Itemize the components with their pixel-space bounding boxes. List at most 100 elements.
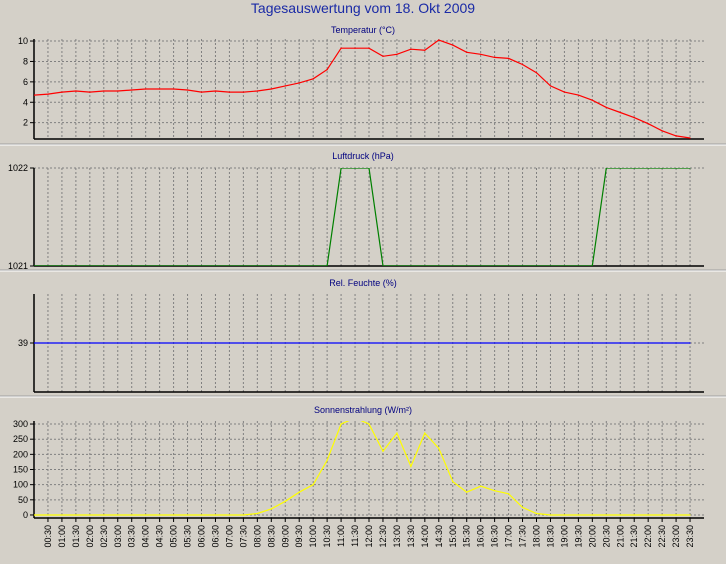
data-point: [675, 514, 677, 516]
data-point: [200, 265, 203, 266]
data-point: [131, 514, 133, 516]
data-point: [298, 491, 300, 493]
data-point: [521, 63, 524, 66]
data-point: [591, 99, 593, 101]
y-tick-label: 50: [18, 495, 28, 505]
data-point: [284, 500, 286, 502]
data-point: [633, 168, 635, 169]
data-point: [480, 265, 482, 266]
data-point: [34, 265, 35, 266]
data-point: [312, 484, 314, 486]
data-point: [340, 423, 342, 425]
data-point: [103, 265, 105, 266]
data-point: [605, 514, 607, 516]
data-point: [410, 265, 412, 266]
data-point: [61, 514, 63, 516]
data-point: [326, 459, 328, 461]
x-tick-label: 07:00: [224, 525, 234, 548]
data-point: [549, 85, 552, 87]
y-tick-label: 200: [13, 449, 28, 459]
data-point: [354, 168, 356, 169]
data-point: [214, 90, 217, 92]
panel-title: Rel. Feuchte (%): [329, 278, 397, 288]
x-tick-label: 03:30: [127, 525, 137, 548]
y-tick-label: 2: [23, 118, 28, 128]
data-point: [340, 168, 342, 169]
data-point: [689, 168, 691, 169]
data-point: [228, 265, 230, 266]
data-point: [173, 88, 175, 90]
data-point: [131, 89, 133, 91]
data-point: [438, 39, 440, 41]
data-point: [633, 514, 635, 516]
data-point: [438, 265, 440, 266]
data-point: [480, 53, 482, 55]
data-point: [382, 55, 384, 57]
data-point: [103, 90, 105, 92]
data-point: [354, 417, 355, 418]
y-tick-label: 0: [23, 510, 28, 520]
data-point: [270, 508, 272, 510]
data-point: [480, 485, 482, 487]
x-tick-label: 19:30: [573, 525, 583, 548]
x-tick-label: 09:30: [294, 525, 304, 548]
data-point: [689, 514, 691, 516]
x-tick-label: 05:30: [183, 525, 193, 548]
panel-title: Temperatur (°C): [331, 25, 395, 35]
data-point: [159, 265, 161, 266]
series-line: [34, 421, 690, 516]
data-point: [270, 88, 272, 90]
data-point: [34, 94, 35, 96]
data-point: [452, 265, 454, 266]
x-tick-label: 23:30: [685, 525, 695, 548]
x-tick-label: 01:30: [71, 525, 81, 548]
data-point: [396, 265, 398, 266]
data-point: [242, 514, 244, 516]
data-point: [117, 90, 119, 92]
data-point: [508, 57, 510, 60]
data-point: [466, 51, 468, 53]
data-point: [75, 265, 77, 266]
data-point: [326, 265, 328, 266]
data-point: [89, 91, 91, 93]
x-tick-label: 17:30: [518, 525, 528, 548]
data-point: [661, 514, 663, 516]
y-tick-label: 250: [13, 434, 28, 444]
data-point: [410, 465, 412, 468]
x-tick-label: 14:30: [434, 525, 444, 548]
x-tick-label: 03:00: [113, 525, 123, 548]
data-point: [424, 265, 426, 266]
data-point: [577, 265, 579, 266]
data-point: [410, 48, 412, 50]
data-point: [159, 88, 161, 90]
x-tick-label: 09:00: [280, 525, 290, 548]
data-point: [494, 265, 496, 266]
data-point: [228, 514, 230, 516]
data-point: [173, 514, 175, 516]
data-point: [563, 265, 565, 266]
x-tick-label: 08:00: [252, 525, 262, 548]
panel-title: Luftdruck (hPa): [332, 151, 394, 161]
data-point: [256, 90, 258, 92]
data-point: [605, 168, 607, 169]
x-tick-label: 12:00: [364, 525, 374, 548]
data-point: [619, 514, 621, 516]
data-point: [424, 49, 426, 51]
data-point: [661, 168, 663, 169]
x-tick-label: 14:00: [420, 525, 430, 548]
x-tick-label: 05:00: [169, 525, 179, 548]
data-point: [103, 514, 105, 516]
x-tick-label: 11:00: [336, 525, 346, 547]
x-tick-label: 15:30: [462, 525, 472, 548]
data-point: [284, 265, 286, 266]
data-point: [549, 265, 552, 266]
x-tick-label: 18:30: [545, 525, 555, 548]
data-point: [312, 78, 314, 80]
data-point: [661, 130, 663, 132]
series-line: [34, 39, 691, 139]
data-point: [75, 90, 77, 92]
data-point: [382, 450, 384, 452]
data-point: [214, 265, 217, 266]
data-point: [200, 514, 203, 516]
